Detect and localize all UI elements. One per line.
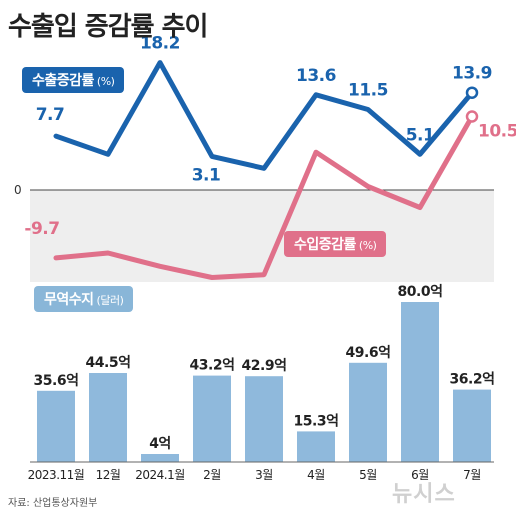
trade-bar-label: 36.2억 — [450, 372, 495, 388]
trade-bar-label: 43.2억 — [190, 358, 235, 374]
legend-import: 수입증감률 (%) — [284, 231, 387, 257]
export-data-label: 7.7 — [36, 105, 65, 125]
legend-trade-unit: (달러) — [96, 294, 124, 307]
import-line — [53, 114, 475, 280]
legend-import-label: 수입증감률 — [294, 237, 356, 253]
legend-export-unit: (%) — [96, 75, 115, 88]
legend-import-unit: (%) — [358, 239, 377, 252]
export-data-label: 5.1 — [406, 125, 435, 145]
x-axis: 2023.11월 12월 2024.1월 2월 3월 4월 5월 6월 7월 — [28, 461, 494, 482]
trade-bar — [193, 375, 231, 462]
trade-bar — [297, 431, 335, 462]
x-tick-label: 3월 — [255, 468, 273, 482]
x-tick-label: 7월 — [463, 468, 481, 482]
trade-bar — [401, 302, 439, 462]
x-tick-label: 2024.1월 — [135, 468, 185, 482]
export-data-label: 11.5 — [348, 81, 388, 101]
x-tick-label: 2월 — [203, 468, 221, 482]
export-data-label: 18.2 — [140, 34, 180, 54]
export-data-label: 13.9 — [452, 64, 492, 84]
x-tick-label: 6월 — [411, 468, 429, 482]
growth-lines: 7.7 18.2 3.1 13.6 11.5 5.1 13.9 -9.7 10.5 — [24, 34, 516, 280]
import-data-label: 10.5 — [478, 122, 516, 142]
legend-trade-balance: 무역수지 (달러) — [34, 286, 134, 312]
export-data-label: 3.1 — [192, 165, 221, 185]
x-tick-label: 4월 — [307, 468, 325, 482]
trade-bar-label: 44.5억 — [86, 355, 131, 371]
watermark-logo: 뉴시스 — [392, 482, 456, 507]
import-data-label: -9.7 — [24, 219, 59, 239]
trade-bar — [37, 390, 75, 462]
trade-bar — [89, 373, 127, 462]
trade-bar — [141, 454, 179, 462]
x-tick-label: 5월 — [359, 468, 377, 482]
trade-bar-label: 49.6억 — [346, 345, 391, 361]
trade-bar-label: 4억 — [149, 436, 171, 452]
export-end-marker — [465, 86, 479, 99]
legend-export-label: 수출증감률 — [32, 73, 94, 89]
trade-bar — [349, 362, 387, 462]
trade-balance-bars: 35.6억 44.5억 4억 43.2억 42.9억 15.3억 49.6억 80.0억 36.… — [34, 284, 495, 462]
x-tick-label: 2023.11월 — [28, 468, 85, 482]
trade-bar-label: 80.0억 — [398, 284, 443, 300]
source-note: 자료: 산업통상자원부 — [8, 498, 98, 509]
trade-bar-label: 42.9억 — [242, 358, 287, 374]
trade-bar — [453, 389, 491, 462]
trade-bar-label: 35.6억 — [34, 373, 79, 389]
x-tick-label: 12월 — [96, 468, 121, 482]
legend-trade-label: 무역수지 — [44, 292, 94, 308]
zero-label: 0 — [14, 183, 22, 197]
chart-title: 수출입 증감률 추이 — [8, 12, 208, 42]
trade-bar-label: 15.3억 — [294, 413, 339, 429]
legend-export: 수출증감률 (%) — [22, 67, 125, 93]
import-end-marker — [465, 110, 479, 123]
export-data-label: 13.6 — [296, 66, 336, 86]
trade-bar — [245, 376, 283, 462]
export-line — [53, 60, 475, 171]
